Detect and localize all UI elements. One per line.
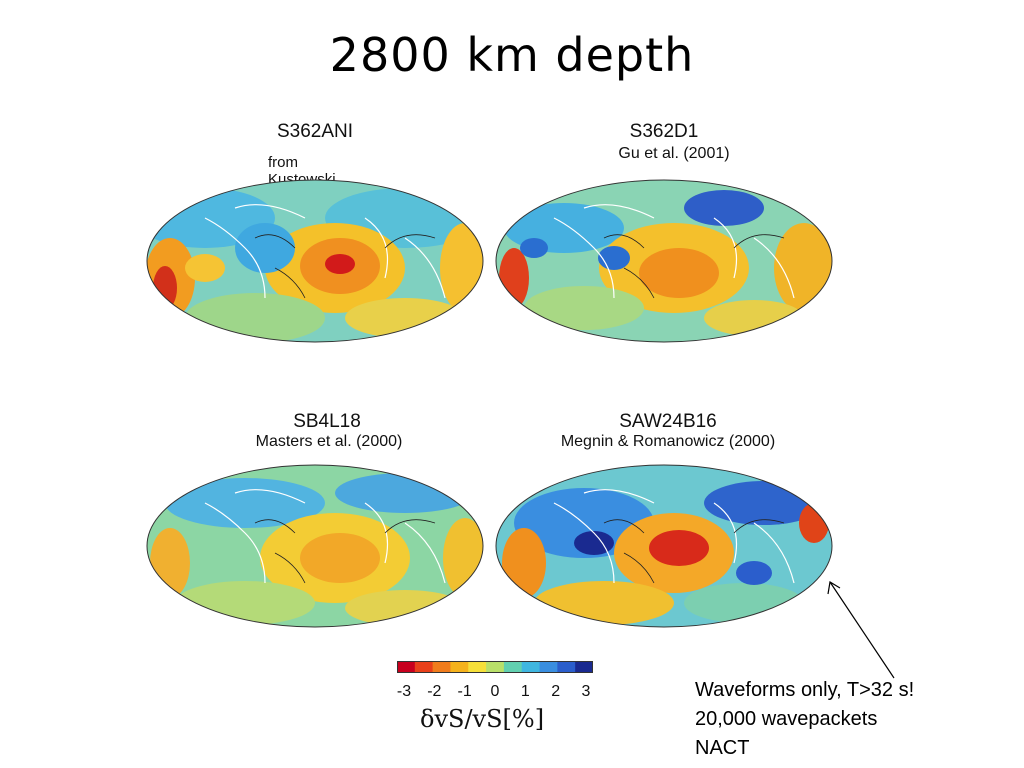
colorbar-label: δvS/vS[%] [420, 705, 545, 733]
colorbar-swatch [503, 661, 523, 673]
colorbar-border [397, 661, 593, 673]
model-name: S362D1 [629, 121, 699, 142]
model-reference: Gu et al. (2001) [618, 145, 730, 162]
model-name: SB4L18 [293, 411, 361, 432]
colorbar [397, 661, 593, 673]
colorbar-tick-label: 2 [551, 683, 561, 700]
colorbar-swatch [521, 661, 541, 673]
world-map-s362ani [146, 179, 484, 343]
colorbar-swatch [468, 661, 487, 673]
annotation-arrow [827, 581, 895, 679]
annotation-text: Waveforms only, T>32 s! 20,000 wavepacke… [695, 676, 914, 763]
colorbar-swatch [557, 661, 576, 673]
world-map-saw24b16 [495, 464, 833, 628]
colorbar-swatch [397, 661, 416, 673]
model-name: S362ANI [276, 121, 354, 142]
annotation-line: 20,000 wavepackets [695, 708, 878, 730]
colorbar-tick-label: -2 [427, 683, 442, 700]
model-reference: Megnin & Romanowicz (2000) [560, 433, 776, 450]
model-reference: Masters et al. (2000) [255, 433, 403, 450]
slide-title: 2800 km depth [329, 28, 695, 82]
annotation-line: NACT [695, 737, 750, 759]
colorbar-tick-label: -3 [396, 683, 412, 700]
annotation-line: Waveforms only, T>32 s! [695, 679, 915, 701]
colorbar-swatch [486, 661, 505, 673]
model-name: SAW24B16 [619, 411, 717, 432]
colorbar-swatch [450, 661, 469, 673]
colorbar-tick-label: 0 [490, 683, 500, 700]
world-map-s362d1 [495, 179, 833, 343]
colorbar-tick-label: 3 [581, 683, 591, 700]
colorbar-tick-label: -1 [457, 683, 472, 700]
world-map-sb4l18 [146, 464, 484, 628]
colorbar-swatch [432, 661, 451, 673]
colorbar-swatch [539, 661, 558, 673]
colorbar-tick-label: 1 [520, 683, 530, 700]
colorbar-swatch [575, 661, 593, 673]
colorbar-swatch [414, 661, 434, 673]
